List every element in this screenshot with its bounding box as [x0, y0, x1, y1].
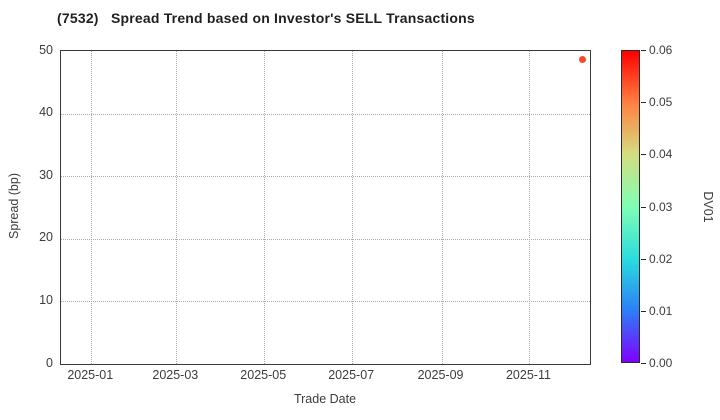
- colorbar-tick: [641, 310, 646, 312]
- y-tick-label: 0: [46, 355, 53, 370]
- v-gridline: [264, 51, 266, 364]
- colorbar-tick-label: 0.02: [649, 251, 673, 266]
- chart-title: (7532) Spread Trend based on Investor's …: [57, 10, 475, 26]
- colorbar-tick-label: 0.06: [649, 43, 673, 57]
- x-tick-label: 2025-11: [505, 368, 551, 382]
- colorbar-tick-label: 0.01: [649, 303, 673, 318]
- colorbar-tick: [641, 258, 646, 260]
- v-gridline: [441, 51, 443, 364]
- x-tick-label: 2025-01: [67, 368, 114, 382]
- y-tick-label: 10: [39, 292, 53, 307]
- y-tick-label: 40: [39, 105, 53, 120]
- x-tick-label: 2025-09: [417, 368, 464, 382]
- colorbar-label: DV01: [701, 191, 715, 223]
- x-tick-label: 2025-07: [328, 368, 375, 382]
- plot-area: [60, 50, 591, 365]
- colorbar-tick-label: 0.04: [649, 147, 673, 162]
- colorbar-tick-label: 0.00: [649, 356, 673, 370]
- colorbar-tick-label: 0.05: [649, 95, 673, 110]
- v-gridline: [91, 51, 93, 364]
- x-tick-label: 2025-05: [240, 368, 287, 382]
- colorbar-tick: [641, 102, 646, 104]
- colorbar: [621, 50, 640, 363]
- v-gridline: [529, 51, 531, 364]
- h-gridline: [61, 176, 590, 178]
- v-gridline: [176, 51, 178, 364]
- colorbar-tick: [641, 206, 646, 208]
- colorbar-tick-label: 0.03: [649, 199, 673, 214]
- y-tick-label: 20: [39, 230, 53, 245]
- scatter-point: [579, 55, 587, 63]
- colorbar-tick: [641, 154, 646, 156]
- h-gridline: [61, 113, 590, 115]
- colorbar-tick: [641, 363, 646, 364]
- y-tick-label: 50: [39, 42, 53, 57]
- h-gridline: [61, 238, 590, 240]
- x-tick-label: 2025-03: [152, 368, 199, 382]
- y-tick-label: 30: [39, 167, 53, 182]
- x-axis-label: Trade Date: [293, 392, 357, 406]
- h-gridline: [61, 301, 590, 303]
- colorbar-tick: [641, 50, 646, 51]
- v-gridline: [352, 51, 354, 364]
